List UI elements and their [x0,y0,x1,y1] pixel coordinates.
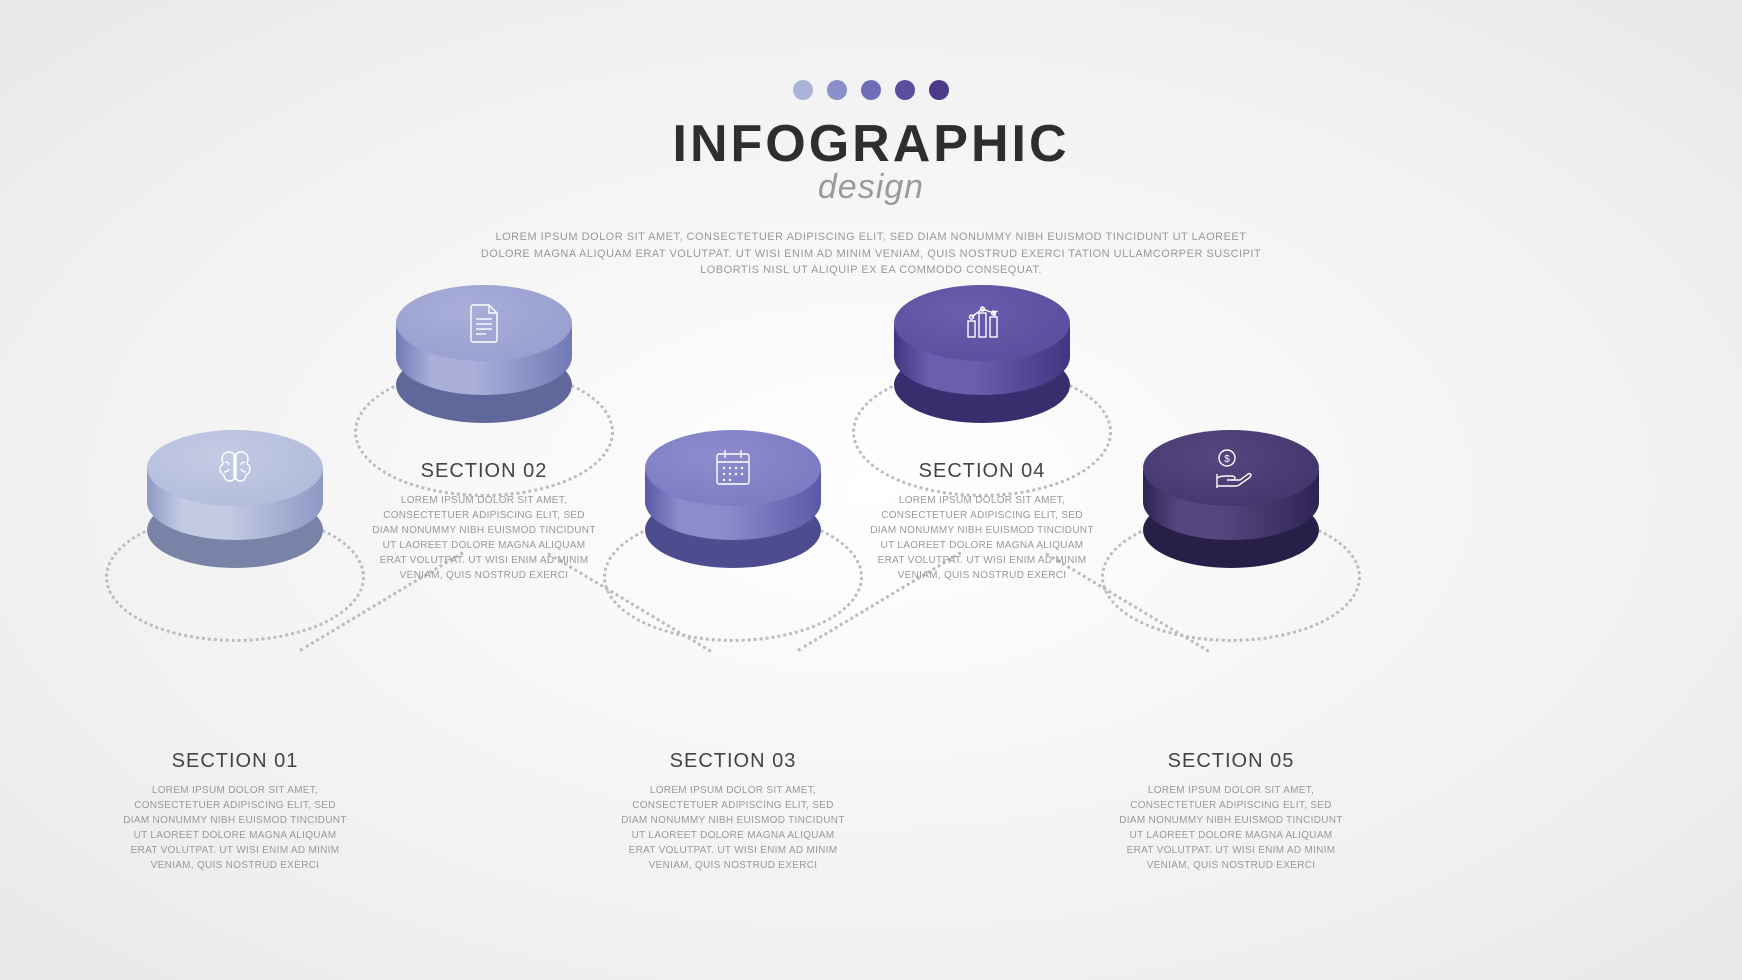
section-02-top [396,285,572,361]
money-hand-icon [1203,440,1259,496]
section-03-body: LOREM IPSUM DOLOR SIT AMET, CONSECTETUER… [608,783,858,873]
section-03-top [645,430,821,506]
section-04-body: LOREM IPSUM DOLOR SIT AMET, CONSECTETUER… [857,493,1107,583]
section-03-title: SECTION 03 [608,750,858,773]
infographic-stage: SECTION 01 LOREM IPSUM DOLOR SIT AMET, CO… [0,280,1742,880]
section-05-text: SECTION 05 LOREM IPSUM DOLOR SIT AMET, CO… [1106,750,1356,873]
intro-text: LOREM IPSUM DOLOR SIT AMET, CONSECTETUER… [471,229,1271,279]
main-title: INFOGRAPHIC [471,118,1271,170]
section-01-top [147,430,323,506]
header-dot-2 [827,80,847,100]
header-dot-1 [793,80,813,100]
section-05-title: SECTION 05 [1106,750,1356,773]
section-02-text: SECTION 02 LOREM IPSUM DOLOR SIT AMET, CO… [359,460,609,583]
calendar-icon [705,440,761,496]
section-01-cylinder [147,430,323,550]
header-dots [471,80,1271,100]
section-04-text: SECTION 04 LOREM IPSUM DOLOR SIT AMET, CO… [857,460,1107,583]
section-05-top [1143,430,1319,506]
header-dot-5 [929,80,949,100]
section-04-top [894,285,1070,361]
section-02-body: LOREM IPSUM DOLOR SIT AMET, CONSECTETUER… [359,493,609,583]
header-dot-4 [895,80,915,100]
header: INFOGRAPHIC design LOREM IPSUM DOLOR SIT… [471,80,1271,279]
section-04-cylinder [894,285,1070,405]
section-02-cylinder [396,285,572,405]
section-01-body: LOREM IPSUM DOLOR SIT AMET, CONSECTETUER… [110,783,360,873]
section-01-title: SECTION 01 [110,750,360,773]
section-02-title: SECTION 02 [359,460,609,483]
chart-icon [954,295,1010,351]
header-dot-3 [861,80,881,100]
section-04-title: SECTION 04 [857,460,1107,483]
main-subtitle: design [471,168,1271,207]
section-05-body: LOREM IPSUM DOLOR SIT AMET, CONSECTETUER… [1106,783,1356,873]
section-01-text: SECTION 01 LOREM IPSUM DOLOR SIT AMET, CO… [110,750,360,873]
section-03-text: SECTION 03 LOREM IPSUM DOLOR SIT AMET, CO… [608,750,858,873]
brain-icon [207,440,263,496]
section-03-cylinder [645,430,821,550]
section-05-cylinder [1143,430,1319,550]
document-icon [456,295,512,351]
